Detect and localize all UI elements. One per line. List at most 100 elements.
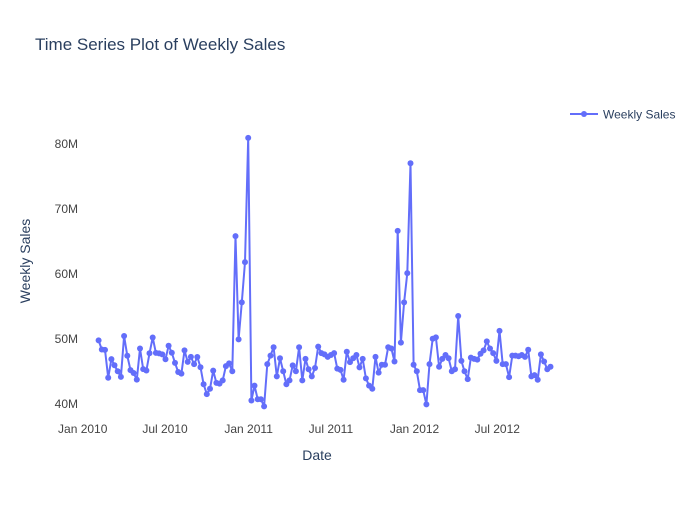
data-point[interactable] — [502, 361, 509, 368]
data-point[interactable] — [299, 377, 306, 384]
legend[interactable]: Weekly Sales — [570, 108, 675, 122]
data-point[interactable] — [404, 270, 411, 277]
data-point[interactable] — [159, 351, 166, 358]
data-point[interactable] — [210, 367, 217, 374]
data-point[interactable] — [280, 368, 287, 375]
data-point[interactable] — [219, 377, 226, 384]
data-point[interactable] — [296, 344, 303, 351]
data-point[interactable] — [184, 358, 191, 365]
data-point[interactable] — [359, 355, 366, 362]
data-point[interactable] — [420, 387, 427, 394]
data-point[interactable] — [413, 368, 420, 375]
data-point[interactable] — [238, 299, 245, 306]
data-point[interactable] — [312, 365, 318, 371]
data-point[interactable] — [245, 134, 252, 141]
data-point[interactable] — [124, 352, 131, 359]
data-point[interactable] — [369, 385, 376, 392]
data-point[interactable] — [248, 397, 255, 404]
data-point[interactable] — [372, 353, 379, 360]
data-point[interactable] — [537, 351, 544, 358]
data-point[interactable] — [496, 327, 503, 334]
data-point[interactable] — [394, 227, 401, 234]
data-point[interactable] — [292, 368, 299, 375]
data-point[interactable] — [133, 376, 140, 383]
data-point[interactable] — [391, 358, 398, 365]
data-point[interactable] — [257, 396, 264, 403]
data-point[interactable] — [452, 366, 458, 373]
data-point[interactable] — [388, 345, 395, 352]
data-point[interactable] — [143, 367, 150, 374]
data-point[interactable] — [108, 356, 115, 363]
data-point[interactable] — [111, 362, 118, 369]
data-point[interactable] — [522, 353, 528, 360]
data-point[interactable] — [264, 361, 271, 368]
data-point[interactable] — [436, 363, 443, 370]
data-point[interactable] — [455, 313, 462, 319]
data-point[interactable] — [197, 364, 204, 371]
data-point[interactable] — [251, 382, 258, 389]
data-point[interactable] — [277, 355, 283, 362]
data-point[interactable] — [165, 342, 172, 349]
data-point[interactable] — [432, 334, 439, 341]
data-point[interactable] — [458, 357, 465, 364]
data-point[interactable] — [130, 370, 137, 376]
data-point[interactable] — [289, 362, 296, 369]
data-point[interactable] — [356, 364, 363, 371]
data-point[interactable] — [187, 353, 194, 360]
data-point[interactable] — [337, 366, 344, 373]
data-point[interactable] — [464, 376, 471, 383]
data-point[interactable] — [181, 347, 188, 354]
data-point[interactable] — [203, 391, 210, 398]
data-point[interactable] — [105, 374, 112, 381]
data-point[interactable] — [146, 350, 153, 357]
data-point[interactable] — [232, 233, 239, 240]
data-point[interactable] — [480, 347, 487, 354]
data-point[interactable] — [162, 356, 169, 363]
data-point[interactable] — [137, 345, 143, 352]
data-point[interactable] — [331, 350, 338, 357]
data-point[interactable] — [525, 346, 532, 353]
data-point[interactable] — [340, 376, 347, 383]
data-point[interactable] — [407, 160, 414, 167]
data-point[interactable] — [305, 366, 312, 373]
data-point[interactable] — [397, 339, 404, 346]
data-point[interactable] — [267, 352, 274, 359]
data-point[interactable] — [226, 360, 233, 367]
data-point[interactable] — [401, 299, 408, 306]
data-point[interactable] — [547, 363, 554, 370]
data-point[interactable] — [506, 374, 513, 381]
data-point[interactable] — [490, 350, 497, 357]
data-point[interactable] — [273, 373, 280, 380]
data-point[interactable] — [286, 377, 293, 384]
data-point[interactable] — [200, 381, 207, 388]
data-point[interactable] — [426, 361, 433, 368]
data-point[interactable] — [531, 372, 538, 379]
data-point[interactable] — [461, 368, 468, 375]
data-point[interactable] — [270, 344, 277, 351]
data-point[interactable] — [375, 369, 382, 376]
data-point[interactable] — [445, 355, 452, 362]
data-point[interactable] — [534, 376, 541, 383]
data-point[interactable] — [194, 354, 201, 360]
data-point[interactable] — [315, 343, 322, 350]
data-point[interactable] — [493, 357, 500, 364]
data-point[interactable] — [172, 359, 178, 366]
data-point[interactable] — [261, 403, 268, 410]
data-point[interactable] — [191, 361, 198, 368]
data-point[interactable] — [95, 337, 102, 344]
data-point[interactable] — [121, 333, 128, 339]
data-point[interactable] — [343, 348, 350, 355]
data-point[interactable] — [117, 373, 124, 380]
data-point[interactable] — [483, 338, 490, 345]
data-point[interactable] — [353, 352, 360, 358]
data-point[interactable] — [382, 361, 388, 368]
data-point[interactable] — [114, 368, 121, 375]
data-point[interactable] — [541, 358, 548, 365]
data-point[interactable] — [102, 346, 108, 353]
data-point[interactable] — [362, 375, 369, 382]
data-point[interactable] — [242, 259, 248, 266]
data-point[interactable] — [423, 401, 430, 408]
data-point[interactable] — [149, 334, 156, 341]
data-point[interactable] — [178, 370, 185, 377]
data-point[interactable] — [229, 368, 236, 375]
